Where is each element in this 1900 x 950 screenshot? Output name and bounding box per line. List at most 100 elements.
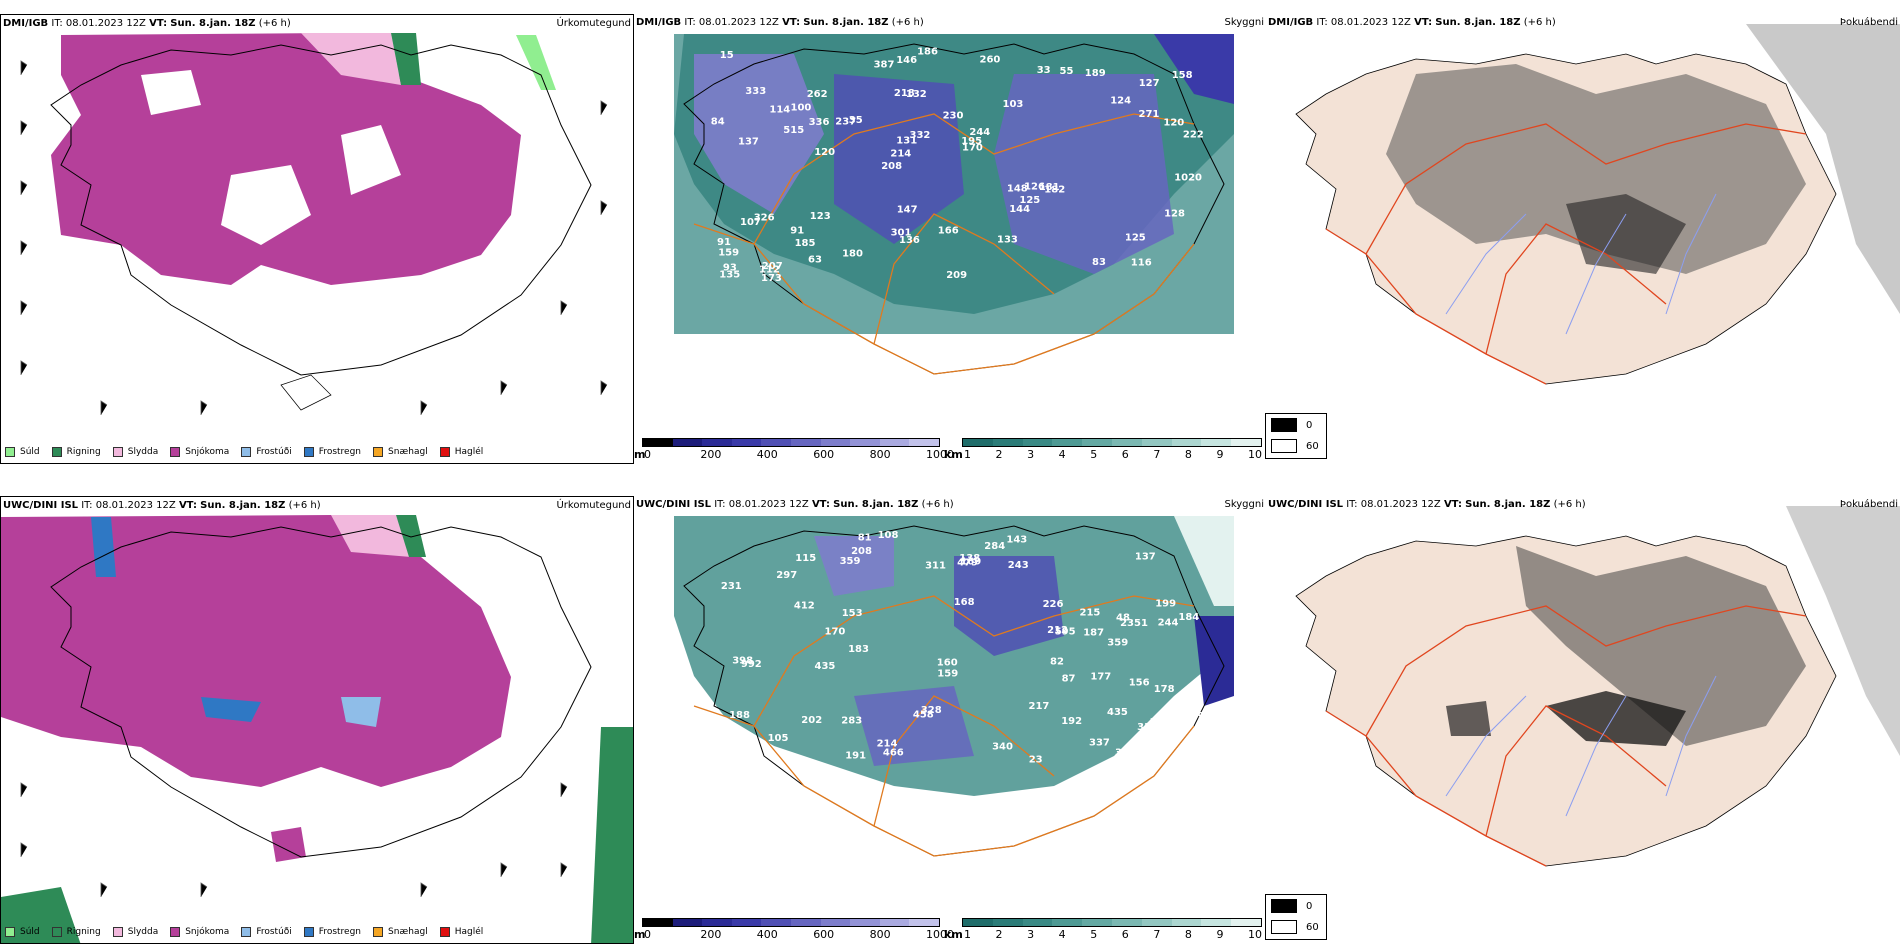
ceiling-value-label: 231 (721, 581, 742, 592)
clear-area (634, 826, 1266, 926)
ceiling-value-label: 311 (925, 561, 946, 572)
legend-swatch (5, 447, 15, 457)
colorbar-tick-label: 6 (1121, 928, 1129, 941)
ceiling-area (814, 536, 894, 596)
ceiling-value-label: 33 (1037, 65, 1051, 76)
fog-key-swatch (1271, 439, 1297, 453)
fog-key-label: 0 (1306, 900, 1313, 912)
ceiling-value-label: 260 (980, 54, 1001, 65)
fog-key-swatch (1271, 418, 1297, 432)
river-network (1445, 675, 1717, 817)
ceiling-value-label: 380 (1115, 747, 1136, 758)
ceiling-value-label: 115 (795, 553, 816, 564)
ceiling-value-label: 191 (1150, 717, 1171, 728)
ceiling-value-label: 184 (1178, 612, 1199, 623)
colorbar-unit: km (944, 928, 963, 941)
ceiling-value-label: 178 (1154, 684, 1175, 695)
vis-panel-top: 116 137 127 208 103 207 218 230 326 35 159 185 132 24… (634, 14, 1266, 464)
ceiling-value-label: 222 (1183, 129, 1204, 140)
ceiling-value-label: 137 (1135, 552, 1156, 563)
colorbar-tick-label: 9 (1216, 928, 1224, 941)
panel-field-label: Úrkomutegund (556, 500, 631, 511)
ceiling-value-label: 336 (809, 117, 830, 128)
ceiling-value-label: 212 (1047, 625, 1068, 636)
legend-label: Rigning (66, 927, 101, 937)
colorbar-tick-label: 800 (869, 448, 891, 461)
fog-shading (1746, 24, 1900, 314)
fog-shading (1786, 506, 1900, 756)
ceiling-value-label: 458 (913, 710, 934, 721)
ceiling-value-label: 147 (897, 204, 918, 215)
ceiling-area (954, 556, 1064, 656)
ceiling-value-label: 435 (815, 661, 836, 672)
ceiling-value-label: 100 (791, 103, 812, 114)
ceiling-value-label: 326 (754, 212, 775, 223)
ceiling-area (854, 686, 974, 766)
fog-key-row: 60 (1271, 920, 1319, 934)
colorbar-tick-label: 600 (813, 448, 835, 461)
colorbar-tick-label: 4 (1058, 928, 1066, 941)
legend-item: Snæhagl (373, 927, 428, 937)
road-network (1325, 123, 1807, 385)
panel-field-label: Úrkomutegund (556, 18, 631, 29)
fog-key-label: 0 (1306, 419, 1313, 431)
legend-swatch (170, 927, 181, 937)
ceiling-value-labels: 435 199 191 168 292 208 48 283 137 412 244 231 359 46… (721, 530, 1205, 766)
ceiling-value-label: 208 (881, 161, 902, 172)
legend-item: Súld (5, 447, 40, 457)
legend-label: Frostúði (256, 927, 292, 937)
fog-key-swatch (1271, 899, 1297, 913)
ceiling-value-label: 48 (1116, 612, 1130, 623)
vis-map-bottom: 435 199 191 168 292 208 48 283 137 412 244 231 359 46… (634, 516, 1266, 926)
fog-map-bottom (1295, 506, 1900, 867)
ceiling-value-label: 215 (1080, 608, 1101, 619)
colorbar-tick-label: 4 (1058, 448, 1066, 461)
cloud-panel-bottom: UWC/DINI ISL IT: 08.01.2023 12Z VT: Sun.… (1266, 496, 1900, 944)
ceiling-value-label: 191 (845, 751, 866, 762)
legend-item: Haglél (439, 927, 483, 937)
ceiling-value-label: 337 (1089, 737, 1110, 748)
ceiling-value-label: 283 (841, 716, 862, 727)
ceiling-value-label: 459 (1184, 711, 1205, 722)
road-network (1325, 605, 1807, 867)
ceiling-value-label: 23 (1029, 755, 1043, 766)
ceiling-value-label: 144 (1009, 204, 1030, 215)
ceiling-value-label: 156 (1129, 678, 1150, 689)
legend-label: Slydda (127, 447, 159, 457)
ceiling-value-label: 262 (807, 89, 828, 100)
legend-swatch (241, 447, 252, 457)
colorbar-gradient (962, 918, 1262, 927)
rain-area (391, 33, 421, 85)
colorbar-gradient (642, 918, 940, 927)
ceiling-value-label: 185 (795, 238, 816, 249)
ceiling-value-label: 107 (740, 217, 761, 228)
legend-label: Frostregn (318, 927, 362, 937)
ceiling-value-label: 186 (917, 47, 938, 58)
legend-label: Súld (20, 927, 40, 937)
ceiling-value-label: 137 (738, 137, 759, 148)
ceiling-value-label: 412 (794, 600, 815, 611)
ceiling-value-label: 226 (1043, 599, 1064, 610)
fog-shading (1566, 194, 1686, 274)
colorbar-tick-label: 10 (1248, 448, 1262, 461)
drizzle-area (516, 35, 556, 90)
ceiling-value-label: 333 (1137, 722, 1158, 733)
ceiling-value-label: 91 (790, 226, 804, 237)
ceiling-value-label: 199 (1155, 598, 1176, 609)
legend-item: Snjókoma (170, 447, 229, 457)
colorbar-tick-label: 7 (1153, 448, 1161, 461)
legend-swatch (373, 447, 384, 457)
precip-panel-bottom: UWC/DINI ISL IT: 08.01.2023 12Z VT: Sun.… (0, 496, 634, 944)
ceiling-value-label: 15 (720, 50, 734, 61)
legend-swatch (51, 447, 62, 457)
panel-title: UWC/DINI ISL IT: 08.01.2023 12Z VT: Sun.… (3, 500, 321, 511)
ceiling-value-label: 332 (910, 130, 931, 141)
ceiling-value-label: 91 (717, 237, 731, 248)
fog-key-row: 0 (1271, 899, 1312, 913)
colorbar-unit: m (634, 448, 646, 461)
ceiling-value-label: 214 (890, 149, 911, 160)
fog-shading (1386, 64, 1806, 274)
colorbar-tick-label: 9 (1216, 448, 1224, 461)
dry-patch (141, 70, 201, 115)
ceiling-value-label: 123 (810, 211, 831, 222)
